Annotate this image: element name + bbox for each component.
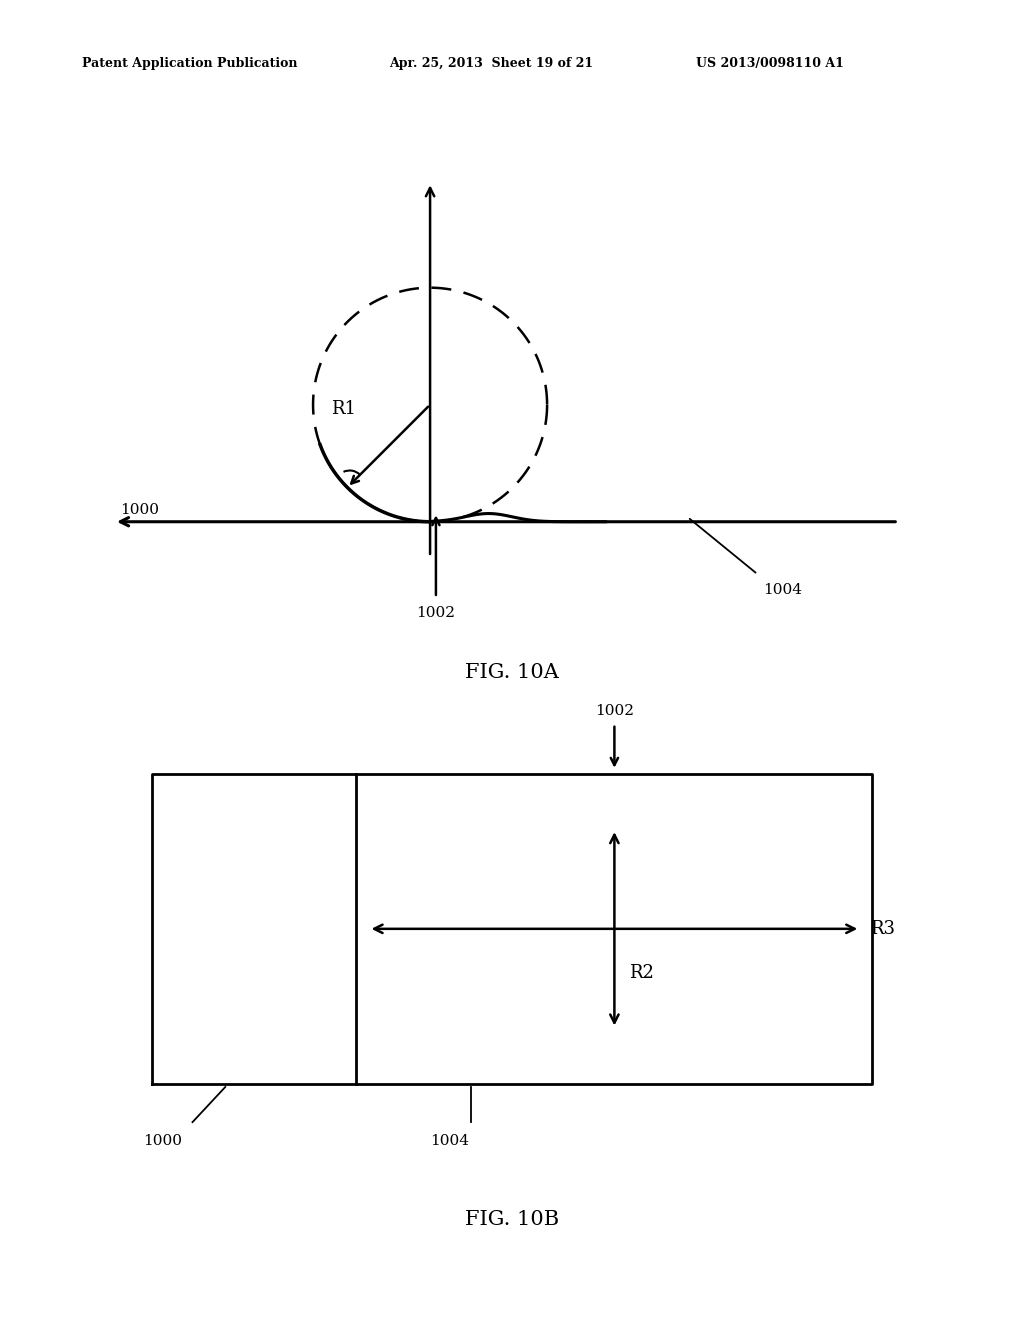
- Text: Apr. 25, 2013  Sheet 19 of 21: Apr. 25, 2013 Sheet 19 of 21: [389, 57, 593, 70]
- Text: 1002: 1002: [595, 704, 634, 718]
- Text: 1002: 1002: [417, 606, 456, 620]
- Text: US 2013/0098110 A1: US 2013/0098110 A1: [696, 57, 844, 70]
- Text: FIG. 10B: FIG. 10B: [465, 1210, 559, 1229]
- Text: 1004: 1004: [430, 1134, 469, 1148]
- Text: 1004: 1004: [764, 582, 803, 597]
- Text: FIG. 10A: FIG. 10A: [465, 663, 559, 681]
- Text: R2: R2: [629, 964, 654, 982]
- Text: R1: R1: [331, 400, 355, 418]
- Text: Patent Application Publication: Patent Application Publication: [82, 57, 297, 70]
- Text: R3: R3: [870, 920, 895, 937]
- Text: 1000: 1000: [143, 1134, 182, 1148]
- Text: 1000: 1000: [120, 503, 159, 517]
